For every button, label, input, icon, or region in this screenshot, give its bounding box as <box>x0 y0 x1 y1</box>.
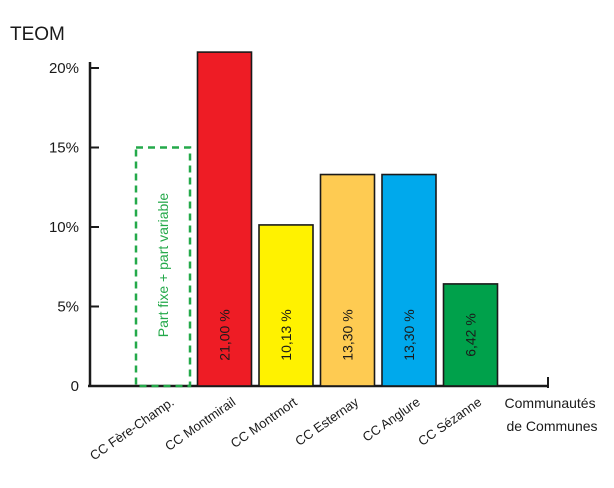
y-ticks: 0 5% 10% 15% 20% <box>49 60 99 395</box>
bar <box>134 146 192 388</box>
x-tick-label: CC Montmort <box>228 394 300 451</box>
y-tick-label: 20% <box>49 60 79 77</box>
x-tick-label: CC Sézanne <box>415 394 484 449</box>
x-axis-label-line-1: Communautés <box>505 395 596 411</box>
y-tick-label: 15% <box>49 140 79 157</box>
bar-data-label: 21,00 % <box>217 309 233 360</box>
y-tick-label: 5% <box>57 299 79 316</box>
bars <box>134 51 499 388</box>
x-tick-label: CC Anglure <box>360 394 423 444</box>
bar <box>381 173 437 387</box>
bar-data-label: Part fixe + part variable <box>155 193 171 338</box>
bar <box>442 283 499 387</box>
x-axis-label: Communautés de Communes <box>505 395 600 434</box>
x-tick-label: CC Esternay <box>292 394 361 449</box>
chart-title: TEOM <box>10 24 65 45</box>
bar-data-label: 6,42 % <box>463 313 479 357</box>
x-tick-label: CC Fère-Champ. <box>87 394 177 463</box>
bar-data-label: 10,13 % <box>278 309 294 360</box>
y-tick-label: 0 <box>71 378 79 395</box>
y-tick-label: 10% <box>49 219 79 236</box>
bar <box>319 173 376 387</box>
bar <box>258 224 314 387</box>
bar-data-label: 13,30 % <box>401 309 417 360</box>
x-axis-label-line-2: de Communes <box>506 418 597 434</box>
bar-labels: Part fixe + part variable 21,00 % 10,13 % 1… <box>155 193 479 361</box>
bar <box>196 51 253 387</box>
bar-data-label: 13,30 % <box>340 309 356 360</box>
